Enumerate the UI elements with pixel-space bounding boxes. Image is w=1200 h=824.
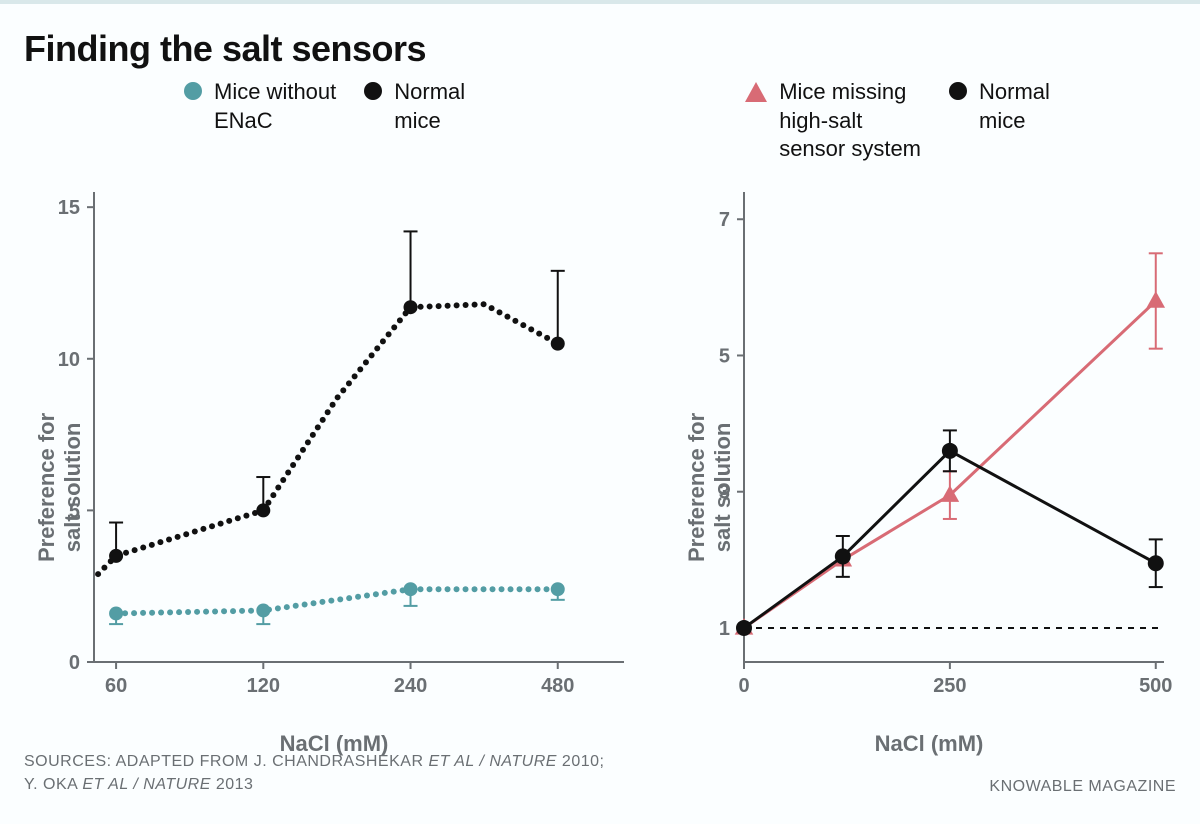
svg-text:500: 500 — [1139, 675, 1172, 697]
credit-text: KNOWABLE MAGAZINE — [989, 778, 1176, 796]
svg-text:15: 15 — [58, 197, 80, 219]
triangle-icon — [745, 82, 767, 102]
src-2: 2010; — [557, 753, 604, 770]
circle-icon — [184, 82, 202, 100]
src-1: SOURCES: ADAPTED FROM J. CHANDRASHEKAR — [24, 753, 428, 770]
legend-right: Mice missinghigh-saltsensor system Normal… — [545, 78, 1050, 164]
chart-right: Preference forsalt solution 13570250500 … — [684, 172, 1174, 757]
svg-text:0: 0 — [69, 652, 80, 674]
src-ital-2: ET AL / NATURE — [82, 776, 211, 793]
legend-item: Normalmice — [364, 78, 465, 164]
src-4: 2013 — [211, 776, 254, 793]
svg-text:60: 60 — [105, 675, 127, 697]
chart-right-svg: 13570250500 — [684, 172, 1184, 722]
legend-label: Mice missinghigh-saltsensor system — [779, 78, 921, 164]
chart-left-svg: 05101560120240480 — [24, 172, 644, 722]
legend-label: Normalmice — [979, 78, 1050, 135]
svg-text:240: 240 — [394, 675, 427, 697]
circle-icon — [949, 82, 967, 100]
legend-label: Normalmice — [394, 78, 465, 135]
legend-item: Mice withoutENaC — [184, 78, 336, 164]
svg-text:0: 0 — [738, 675, 749, 697]
svg-text:120: 120 — [247, 675, 280, 697]
legend-row: Mice withoutENaC Normalmice Mice missingh… — [24, 78, 1176, 164]
svg-text:7: 7 — [719, 209, 730, 231]
y-axis-label-right: Preference forsalt solution — [684, 413, 736, 562]
sources-text: SOURCES: ADAPTED FROM J. CHANDRASHEKAR E… — [24, 750, 604, 796]
figure-container: Finding the salt sensors Mice withoutENa… — [0, 4, 1200, 757]
legend-left: Mice withoutENaC Normalmice — [184, 78, 465, 164]
legend-item: Normalmice — [949, 78, 1050, 164]
circle-icon — [364, 82, 382, 100]
charts-row: Preference forsalt solution 051015601202… — [24, 172, 1176, 757]
y-axis-label-left: Preference forsalt solution — [34, 413, 86, 562]
figure-footer: SOURCES: ADAPTED FROM J. CHANDRASHEKAR E… — [24, 750, 1176, 796]
legend-item: Mice missinghigh-saltsensor system — [745, 78, 921, 164]
src-ital-1: ET AL / NATURE — [428, 753, 557, 770]
svg-text:250: 250 — [933, 675, 966, 697]
svg-text:10: 10 — [58, 349, 80, 371]
legend-label: Mice withoutENaC — [214, 78, 336, 135]
chart-left: Preference forsalt solution 051015601202… — [24, 172, 644, 757]
svg-text:5: 5 — [719, 345, 730, 367]
svg-text:480: 480 — [541, 675, 574, 697]
figure-title: Finding the salt sensors — [24, 28, 1176, 70]
svg-text:1: 1 — [719, 618, 730, 640]
src-3: Y. OKA — [24, 776, 82, 793]
